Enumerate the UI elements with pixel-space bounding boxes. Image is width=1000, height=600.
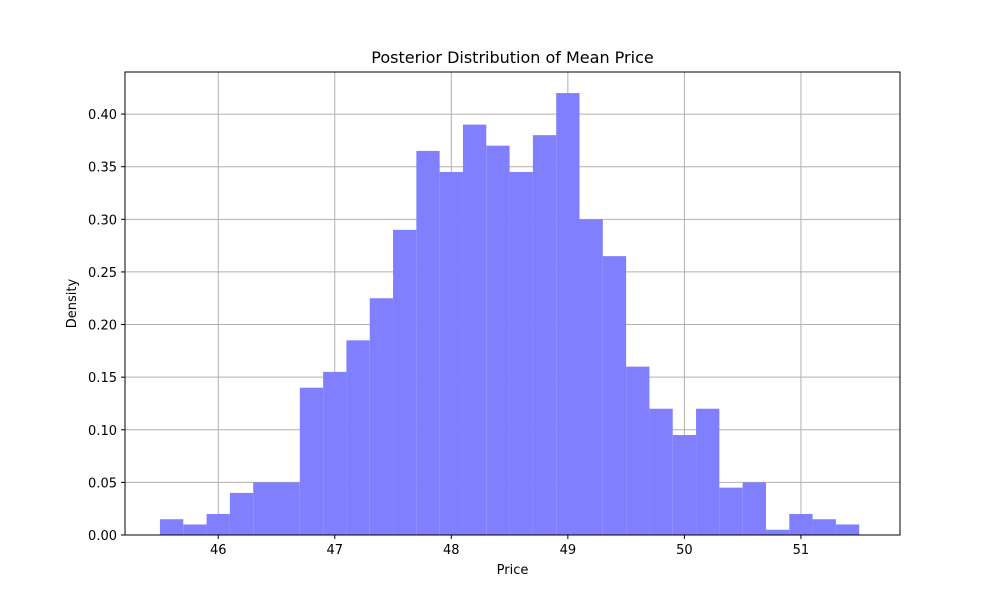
y-tick-label: 0.25: [88, 266, 117, 281]
x-tick-label: 51: [793, 543, 810, 558]
histogram-bar: [719, 487, 743, 535]
histogram-bar: [393, 229, 417, 535]
y-tick-label: 0.40: [88, 108, 117, 123]
histogram-bar: [602, 256, 627, 535]
histogram-bar: [649, 408, 673, 535]
histogram-bar: [509, 171, 533, 535]
histogram-bar: [369, 298, 394, 535]
histogram-bar: [742, 482, 766, 535]
x-tick-label: 49: [560, 543, 577, 558]
histogram-bar: [789, 513, 813, 535]
y-tick-label: 0.30: [88, 213, 117, 228]
x-axis-title: Price: [497, 563, 529, 578]
y-tick-label: 0.35: [88, 161, 117, 176]
histogram-bar: [229, 492, 254, 535]
plot-frame: [124, 71, 901, 536]
histogram-bars: [159, 93, 860, 536]
y-tick-label: 0.05: [88, 476, 117, 491]
histogram-bar: [299, 387, 324, 535]
histogram-bar: [486, 145, 510, 535]
y-tick-label: 0.15: [88, 371, 117, 386]
histogram-bar: [672, 435, 697, 535]
histogram-bar: [765, 529, 790, 535]
y-tick-label: 0.20: [88, 319, 117, 334]
y-axis-title: Density: [65, 278, 80, 328]
x-tick-label: 48: [443, 543, 460, 558]
axis-ticks: 46 47 48 49 50 51 0.00 0.05 0.10 0.15 0.20 0.25 0.30…: [88, 108, 809, 558]
y-tick-label: 0.10: [88, 424, 117, 439]
x-tick-label: 46: [210, 543, 227, 558]
chart-title: Posterior Distribution of Mean Price: [371, 48, 653, 67]
histogram-bar: [253, 482, 277, 535]
histogram-bar: [579, 219, 603, 535]
histogram-bar: [206, 513, 230, 535]
histogram-bar: [159, 519, 184, 535]
histogram-bar: [439, 171, 463, 535]
histogram-bar: [346, 340, 370, 535]
histogram-bar: [532, 135, 557, 536]
histogram-bar: [462, 124, 487, 535]
histogram-bar: [835, 524, 860, 535]
histogram-bar: [416, 150, 440, 535]
y-tick-label: 0.00: [88, 529, 117, 544]
histogram-bar: [323, 371, 347, 535]
histogram-bar: [276, 482, 300, 535]
histogram-bar: [812, 519, 836, 535]
x-tick-label: 47: [327, 543, 344, 558]
histogram-bar: [556, 93, 580, 535]
x-tick-label: 50: [676, 543, 693, 558]
histogram-bar: [696, 408, 720, 535]
histogram-bar: [183, 524, 207, 535]
histogram-bar: [626, 366, 650, 535]
